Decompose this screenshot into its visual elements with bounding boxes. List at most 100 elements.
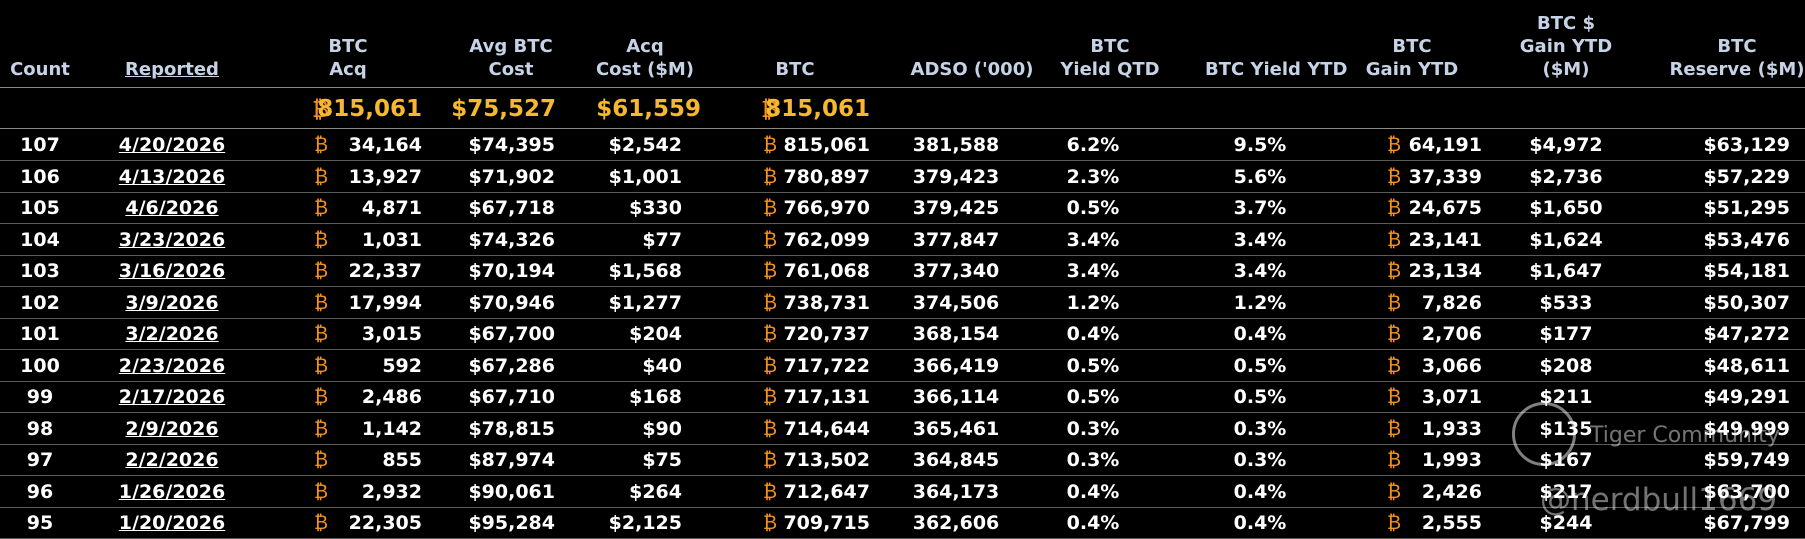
table-row: 104 3/23/2026 ₿ 1,031 $74,326 $77 ₿ 762,099 377,… (0, 224, 1805, 256)
cell-btc: 815,061 (783, 134, 870, 156)
cell-reported[interactable]: 4/20/2026 (118, 134, 226, 156)
cell-reported[interactable]: 2/9/2026 (125, 417, 219, 440)
watermark-handle: @nerdbull1669 (1540, 482, 1778, 518)
cell-adso: 365,461 (912, 417, 1000, 440)
cell-yield-ytd: 0.4% (1233, 480, 1287, 503)
cell-yield-qtd: 0.4% (1066, 323, 1120, 345)
bitcoin-symbol-icon: ₿ (1387, 480, 1402, 503)
cell-btc-acq: 34,164 (348, 134, 422, 156)
cell-usd-gain-ytd: $2,736 (1529, 165, 1603, 188)
bitcoin-symbol-icon: ₿ (763, 228, 778, 251)
cell-acq-cost: $168 (629, 386, 682, 408)
cell-reported[interactable]: 3/16/2026 (118, 260, 226, 282)
cell-yield-qtd: 0.4% (1066, 512, 1120, 534)
cell-count: 104 (20, 228, 60, 251)
bitcoin-symbol-icon: ₿ (763, 354, 778, 377)
cell-btc-acq: 2,932 (361, 480, 422, 503)
bitcoin-symbol-icon: ₿ (1387, 260, 1402, 282)
column-header-line: Gain YTD (1365, 59, 1459, 80)
bitcoin-symbol-icon: ₿ (314, 165, 329, 188)
bitcoin-symbol-icon: ₿ (1387, 228, 1402, 251)
cell-yield-qtd: 0.3% (1066, 449, 1120, 471)
column-header-gain-ytd: BTC Gain YTD (1347, 35, 1477, 81)
column-header-yield-ytd: BTC Yield YTD (1205, 58, 1347, 81)
cell-btc-acq: 1,142 (361, 417, 422, 440)
cell-avg-cost: $74,395 (468, 134, 555, 156)
cell-gain-ytd: 23,141 (1408, 228, 1482, 251)
cell-acq-cost: $40 (642, 354, 682, 377)
cell-acq-cost: $1,568 (608, 260, 682, 282)
cell-btc-acq: 4,871 (361, 197, 422, 219)
cell-acq-cost: $77 (642, 228, 682, 251)
cell-adso: 368,154 (912, 323, 1000, 345)
cell-count: 98 (26, 417, 54, 440)
bitcoin-symbol-icon: ₿ (314, 417, 329, 440)
cell-reported[interactable]: 2/17/2026 (118, 386, 226, 408)
cell-btc-acq: 855 (382, 449, 422, 471)
cell-reported[interactable]: 2/2/2026 (125, 449, 219, 471)
cell-btc: 762,099 (783, 228, 870, 251)
cell-gain-ytd: 2,555 (1421, 512, 1482, 534)
bitcoin-symbol-icon: ₿ (314, 291, 329, 314)
cell-btc: 766,970 (783, 197, 870, 219)
column-header-line: Count (10, 59, 70, 80)
cell-reported[interactable]: 1/20/2026 (118, 512, 226, 534)
cell-reported[interactable]: 3/9/2026 (125, 291, 219, 314)
bitcoin-symbol-icon: ₿ (314, 354, 329, 377)
cell-adso: 379,425 (912, 197, 1000, 219)
cell-yield-qtd: 6.2% (1066, 134, 1120, 156)
cell-reserve: $59,749 (1703, 449, 1790, 471)
cell-btc: 717,722 (783, 354, 870, 377)
cell-count: 101 (20, 323, 60, 345)
watermark-brand: Tiger Community (1590, 423, 1780, 448)
cell-reserve: $51,295 (1703, 197, 1790, 219)
header-divider (0, 87, 1805, 88)
cell-gain-ytd: 3,071 (1421, 386, 1482, 408)
table-row: 100 2/23/2026 ₿ 592 $67,286 $40 ₿ 717,722 366,41… (0, 350, 1805, 382)
cell-adso: 366,114 (912, 386, 1000, 408)
cell-usd-gain-ytd: $533 (1539, 291, 1593, 314)
cell-avg-cost: $71,902 (468, 165, 555, 188)
cell-usd-gain-ytd: $4,972 (1529, 134, 1603, 156)
cell-avg-cost: $67,286 (468, 354, 555, 377)
cell-adso: 364,845 (912, 449, 1000, 471)
column-header-reserve: BTC Reserve ($M) (1662, 35, 1805, 81)
column-header-acq-cost: Acq Cost ($M) (580, 35, 710, 81)
column-header-line: Cost ($M) (595, 59, 695, 80)
cell-count: 100 (20, 354, 60, 377)
bitcoin-symbol-icon: ₿ (763, 386, 778, 408)
cell-yield-qtd: 1.2% (1066, 291, 1120, 314)
cell-acq-cost: $2,542 (608, 134, 682, 156)
cell-yield-ytd: 0.5% (1233, 386, 1287, 408)
column-header-line: Reserve ($M) (1669, 59, 1805, 80)
cell-reserve: $48,611 (1703, 354, 1790, 377)
cell-reported[interactable]: 3/2/2026 (125, 323, 219, 345)
column-header-line: BTC (328, 36, 368, 57)
tiger-logo-icon (1512, 402, 1576, 466)
column-header-reported[interactable]: Reported (107, 58, 237, 81)
cell-reserve: $50,307 (1703, 291, 1790, 314)
cell-reserve: $53,476 (1703, 228, 1790, 251)
cell-yield-ytd: 0.5% (1233, 354, 1287, 377)
cell-btc: 780,897 (783, 165, 870, 188)
table-row: 101 3/2/2026 ₿ 3,015 $67,700 $204 ₿ 720,737 368,… (0, 318, 1805, 350)
table-row: 106 4/13/2026 ₿ 13,927 $71,902 $1,001 ₿ 780,897… (0, 161, 1805, 193)
column-header-line: Gain YTD (1519, 36, 1613, 57)
cell-reported[interactable]: 4/6/2026 (125, 197, 219, 219)
bitcoin-symbol-icon: ₿ (1387, 323, 1402, 345)
cell-reported[interactable]: 1/26/2026 (118, 480, 226, 503)
cell-btc: 717,131 (783, 386, 870, 408)
cell-gain-ytd: 7,826 (1421, 291, 1482, 314)
cell-btc-acq: 1,031 (361, 228, 422, 251)
cell-yield-ytd: 5.6% (1233, 165, 1287, 188)
cell-reported[interactable]: 4/13/2026 (118, 165, 226, 188)
column-header-line: Cost (488, 59, 534, 80)
bitcoin-symbol-icon: ₿ (763, 165, 778, 188)
cell-btc: 713,502 (783, 449, 870, 471)
bitcoin-symbol-icon: ₿ (1387, 291, 1402, 314)
cell-acq-cost: $330 (629, 197, 682, 219)
cell-reported[interactable]: 3/23/2026 (118, 228, 226, 251)
bitcoin-symbol-icon: ₿ (314, 197, 329, 219)
column-header-line: BTC (1392, 36, 1432, 57)
cell-reported[interactable]: 2/23/2026 (118, 354, 226, 377)
